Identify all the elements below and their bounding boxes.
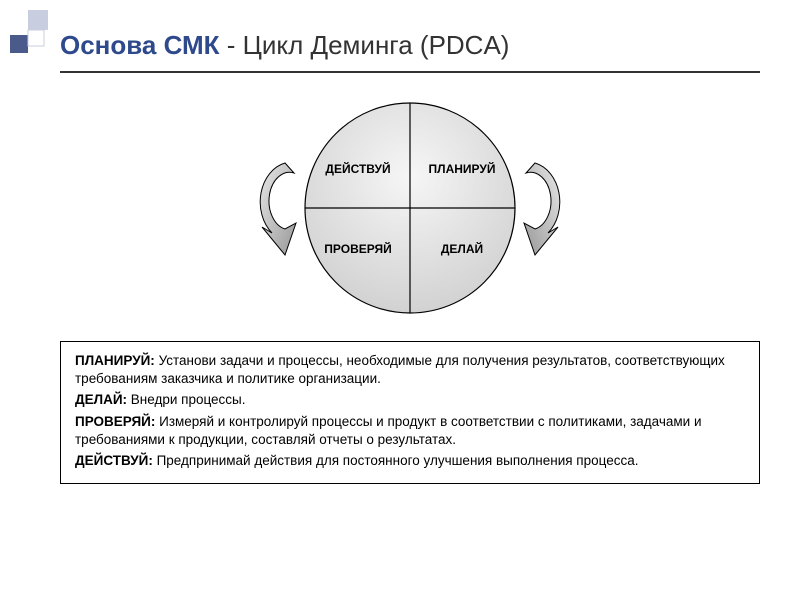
legend-label: ПЛАНИРУЙ: — [75, 353, 155, 368]
legend-row-act: ДЕЙСТВУЙ: Предпринимай действия для пост… — [75, 452, 745, 470]
page-title: Основа СМК - Цикл Деминга (PDCA) — [60, 30, 760, 61]
legend-text: Установи задачи и процессы, необходимые … — [75, 353, 725, 386]
pdca-svg: ДЕЙСТВУЙ ПЛАНИРУЙ ДЕЛАЙ ПРОВЕРЯЙ — [230, 93, 590, 323]
title-accent: Основа СМК — [60, 30, 220, 60]
quad-check-label: ПРОВЕРЯЙ — [324, 241, 391, 256]
quad-act-label: ДЕЙСТВУЙ — [325, 161, 390, 176]
title-rest: - Цикл Деминга (PDCA) — [220, 30, 510, 60]
quad-do-label: ДЕЛАЙ — [441, 241, 483, 256]
slide: Основа СМК - Цикл Деминга (PDCA) — [0, 0, 800, 600]
legend-row-do: ДЕЛАЙ: Внедри процессы. — [75, 391, 745, 409]
legend-label: ДЕЛАЙ: — [75, 392, 127, 407]
legend-label: ДЕЙСТВУЙ: — [75, 453, 153, 468]
title-block: Основа СМК - Цикл Деминга (PDCA) — [60, 30, 760, 73]
legend-label: ПРОВЕРЯЙ: — [75, 414, 155, 429]
legend-text: Измеряй и контролируй процессы и продукт… — [75, 414, 702, 447]
cycle-arrow-left — [260, 163, 296, 255]
cycle-arrow-right — [524, 163, 560, 255]
legend-text: Предпринимай действия для постоянного ул… — [153, 453, 639, 468]
legend-row-plan: ПЛАНИРУЙ: Установи задачи и процессы, не… — [75, 352, 745, 388]
pdca-diagram: ДЕЙСТВУЙ ПЛАНИРУЙ ДЕЛАЙ ПРОВЕРЯЙ — [60, 93, 760, 323]
legend-text: Внедри процессы. — [127, 392, 245, 407]
legend-box: ПЛАНИРУЙ: Установи задачи и процессы, не… — [60, 341, 760, 484]
corner-decoration — [10, 10, 60, 65]
quad-plan-label: ПЛАНИРУЙ — [429, 161, 496, 176]
legend-row-check: ПРОВЕРЯЙ: Измеряй и контролируй процессы… — [75, 413, 745, 449]
